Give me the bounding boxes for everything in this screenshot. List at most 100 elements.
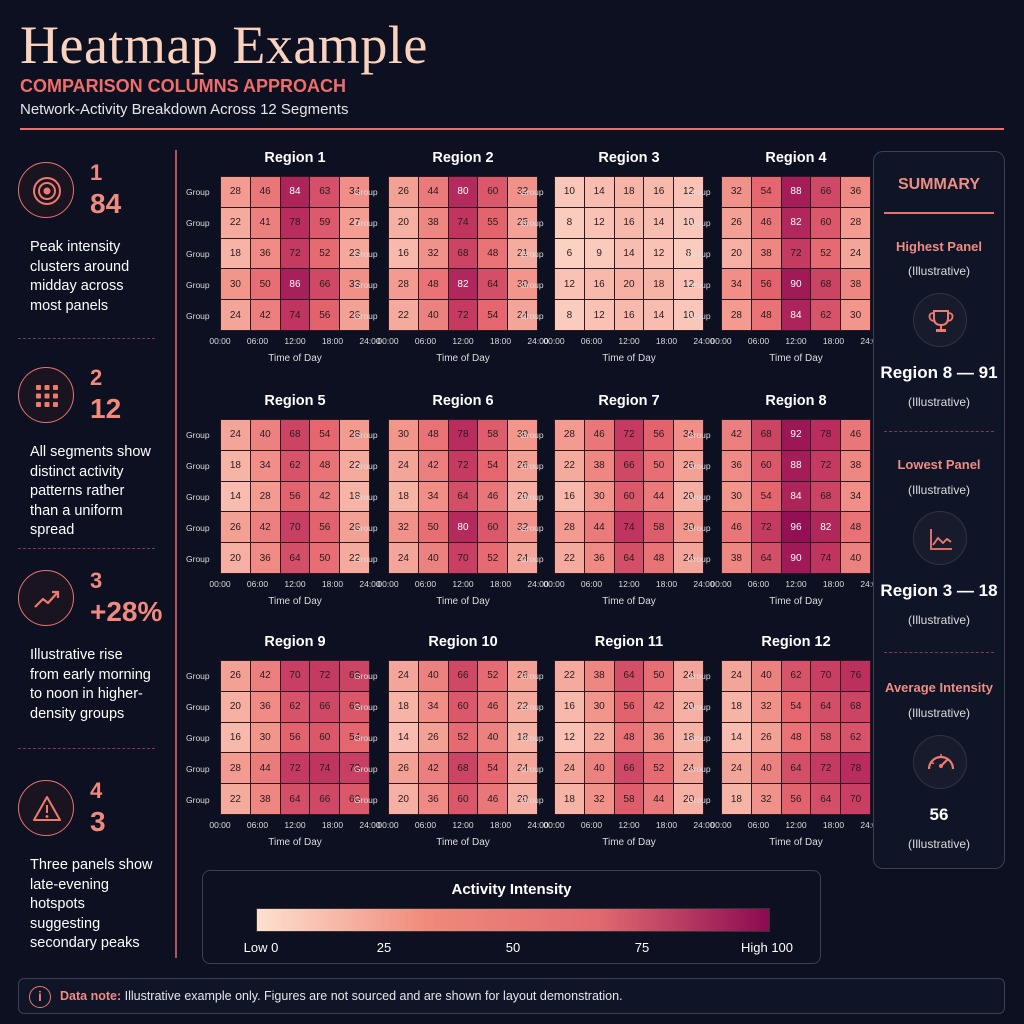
x-tick-label: 12:00 [618,820,640,830]
heatmap-cell: 28 [841,207,870,238]
finding-value: 3 [90,806,106,837]
heatmap-cell: 88 [781,177,811,207]
x-tick-label: 18:00 [655,820,678,830]
x-tick-label: 06:00 [414,579,437,589]
heatmap-cell: 24 [508,543,537,573]
heatmap-cell: 82 [781,207,811,238]
x-tick-label: 12:00 [785,336,807,346]
y-tick-label: Group [354,218,378,228]
heatmap-cell: 78 [448,420,478,450]
heatmap-cell: 22 [584,722,614,753]
heatmap-cell: 16 [644,177,674,207]
heatmap-cells: 26 44 80 60 32 20 38 74 55 25 16 32 68 48 21 28 48 82 64 30… [388,176,538,331]
x-tick-label: 06:00 [747,579,770,589]
heatmap-cell: 27 [340,207,369,238]
heatmap-cells: 28 46 72 56 34 22 38 66 50 26 16 30 60 44 20 28 44 74 58 30… [554,419,704,574]
heatmap-cell: 48 [644,543,674,573]
x-tick-label: 12:00 [618,579,640,589]
heatmap-cell: 38 [418,207,448,238]
heatmap-cell: 12 [674,177,703,207]
heatmap-cell: 66 [614,753,644,784]
heatmap-cell: 70 [340,753,369,784]
heatmap-cell: 88 [781,450,811,481]
heatmap-cell: 12 [674,269,703,300]
heatmap-cell: 14 [644,207,674,238]
x-tick-label: 12:00 [785,579,807,589]
heatmap-cell: 30 [674,512,703,543]
heatmap-cell: 28 [722,300,751,330]
heatmap-cell: 56 [280,722,310,753]
heatmap-cell: 32 [418,238,448,269]
y-tick-label: Group [520,280,544,290]
heatmap-cell: 26 [389,753,418,784]
heatmap-cell: 24 [722,753,751,784]
heatmap-cell: 36 [250,543,280,573]
heatmap-cell: 38 [841,269,870,300]
heatmap-cell: 25 [508,207,537,238]
heatmap-cell: 38 [751,238,781,269]
heatmap-cell: 34 [418,691,448,722]
finding-value: +28% [90,596,163,627]
panel-title: Region 7 [598,393,660,409]
heatmap-cells: 22 38 64 50 24 16 30 56 42 20 12 22 48 36 18 24 40 66 52 24… [554,660,704,815]
x-tick-label: 18:00 [822,579,845,589]
heatmap-cell: 16 [584,269,614,300]
heatmap-cell: 72 [310,661,340,691]
x-tick-label: 12:00 [785,820,807,830]
heatmap-cell: 32 [508,512,537,543]
heatmap-cell: 56 [310,300,340,330]
heatmap-cell: 48 [418,420,448,450]
heatmap-cell: 48 [418,269,448,300]
heatmap-cell: 54 [478,753,508,784]
heatmap-cell: 42 [418,450,448,481]
heatmap-cell: 24 [508,753,537,784]
heatmap-cell: 50 [644,661,674,691]
heatmap-cell: 84 [280,177,310,207]
heatmap-cell: 23 [340,238,369,269]
y-tick-label: Group [354,733,378,743]
heatmap-cell: 21 [508,238,537,269]
y-tick-label: Group [687,492,711,502]
heatmap-cell: 16 [555,481,584,512]
panel-title: Region 9 [264,634,326,650]
heatmap-cell: 56 [751,269,781,300]
y-tick-label: Group [520,492,544,502]
legend-tick: Low 0 [243,940,279,955]
y-tick-label: Group [354,249,378,259]
heatmap-cell: 55 [478,207,508,238]
heatmap-cell: 64 [614,543,644,573]
heatmap-cell: 60 [310,722,340,753]
x-tick-label: 12:00 [284,820,306,830]
heatmap-cell: 22 [221,207,250,238]
x-axis-title: Time of Day [769,596,823,607]
heatmap-panel: Region 4 32 54 88 66 36 26 46 82 60 28 20 38 72 52 24 34… [687,150,882,374]
heatmap-cell: 58 [811,722,841,753]
x-tick-label: 24:00 [860,336,882,346]
summary-divider [884,652,994,653]
x-tick-label: 24:00 [359,336,381,346]
x-tick-label: 00:00 [209,336,231,346]
info-icon: i [29,986,51,1008]
heatmap-cell: 42 [250,512,280,543]
heatmap-cell: 48 [781,722,811,753]
heatmap-cell: 64 [478,269,508,300]
heatmap-cell: 14 [389,722,418,753]
heatmap-cell: 48 [310,450,340,481]
heatmap-cell: 24 [722,661,751,691]
x-axis-title: Time of Day [602,596,656,607]
y-tick-label: Group [354,795,378,805]
heatmap-cell: 56 [614,691,644,722]
finding-number: 4 [90,778,103,803]
heatmap-cell: 12 [584,300,614,330]
summary-card: SUMMARY Highest Panel (Illustrative) Reg… [873,151,1005,869]
heatmap-cell: 40 [418,661,448,691]
y-tick-label: Group [186,523,210,533]
x-tick-label: 12:00 [284,579,306,589]
heatmap-cell: 30 [508,269,537,300]
heatmap-cell: 74 [310,753,340,784]
heatmap-panel: Region 9 26 42 70 72 68 20 36 62 66 60 16 30 56 60 54 28… [186,634,381,858]
heatmap-cell: 14 [584,177,614,207]
finding-value: 84 [90,188,122,219]
heatmap-cell: 16 [221,722,250,753]
heatmap-cell: 42 [310,481,340,512]
